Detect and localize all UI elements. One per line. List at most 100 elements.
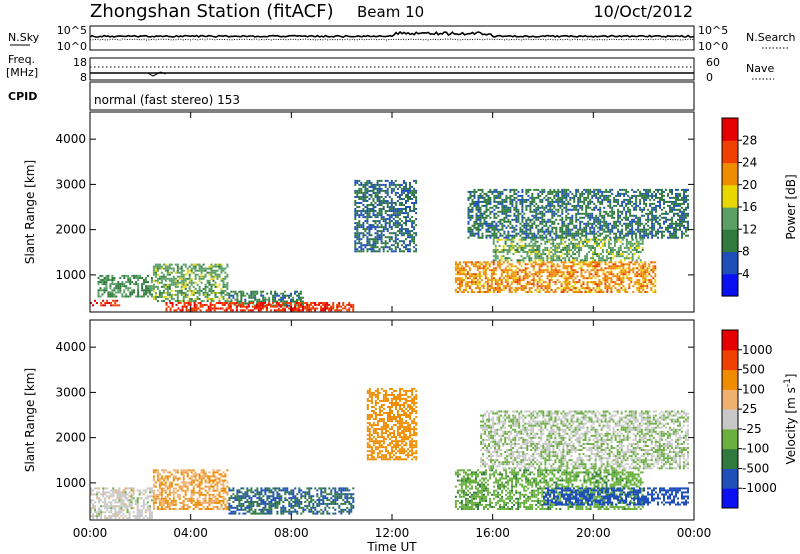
data-cell: [352, 309, 355, 312]
data-cell: [483, 198, 486, 201]
data-cell: [557, 204, 560, 207]
data-cell: [340, 305, 343, 308]
data-cell: [589, 226, 592, 229]
data-cell: [90, 489, 92, 492]
data-cell: [609, 194, 612, 197]
data-cell: [400, 228, 403, 231]
data-cell: [583, 188, 586, 191]
data-cell: [647, 194, 650, 197]
data-cell: [579, 196, 582, 199]
data-cell: [499, 232, 502, 235]
data-cell: [270, 292, 273, 295]
data-cell: [577, 208, 580, 211]
data-cell: [409, 232, 411, 235]
data-cell: [598, 244, 600, 247]
data-cell: [503, 198, 506, 201]
data-cell: [400, 210, 403, 212]
data-cell: [97, 291, 100, 294]
data-cell: [164, 279, 167, 282]
data-cell: [675, 234, 677, 237]
data-cell: [403, 189, 405, 192]
data-cell: [584, 263, 587, 266]
data-cell: [521, 232, 524, 235]
data-cell: [230, 294, 233, 297]
data-cell: [675, 230, 677, 233]
data-cell: [528, 249, 531, 251]
data-cell: [537, 232, 540, 235]
data-cell: [366, 240, 369, 243]
data-cell: [594, 283, 597, 286]
data-cell: [524, 257, 527, 260]
data-cell: [226, 300, 229, 302]
data-cell: [600, 261, 603, 264]
data-cell: [529, 210, 532, 213]
data-cell: [659, 200, 661, 203]
data-cell: [473, 232, 476, 235]
data-cell: [372, 189, 375, 192]
data-cell: [376, 183, 379, 186]
data-cell: [655, 216, 657, 219]
data-cell: [587, 190, 590, 193]
data-cell: [599, 206, 602, 209]
data-cell: [300, 302, 302, 304]
data-cell: [613, 232, 616, 235]
data-cell: [212, 300, 215, 302]
data-cell: [675, 192, 677, 195]
data-cell: [405, 220, 407, 223]
data-cell: [400, 224, 403, 227]
data-cell: [210, 267, 213, 270]
data-cell: [484, 263, 487, 266]
data-cell: [202, 277, 205, 280]
data-cell: [409, 234, 411, 237]
data-cell: [589, 212, 592, 215]
data-cell: [382, 218, 385, 221]
data-cell: [517, 214, 520, 217]
data-cell: [413, 191, 416, 194]
data-cell: [213, 303, 216, 306]
data-cell: [473, 194, 476, 197]
data-cell: [396, 208, 399, 210]
data-cell: [523, 212, 526, 215]
data-cell: [366, 214, 369, 217]
data-cell: [562, 242, 565, 245]
data-cell: [574, 257, 577, 260]
data-cell: [96, 511, 99, 514]
data-cell: [538, 291, 541, 293]
data-cell: [133, 289, 136, 292]
data-cell: [216, 269, 219, 272]
data-cell: [651, 208, 654, 211]
data-cell: [563, 232, 566, 235]
data-cell: [277, 309, 280, 312]
data-cell: [637, 240, 640, 243]
data-cell: [651, 212, 654, 215]
data-cell: [540, 279, 543, 282]
data-cell: [677, 236, 679, 239]
data-cell: [590, 277, 593, 280]
data-cell: [354, 234, 357, 237]
data-cell: [259, 303, 262, 306]
data-cell: [584, 255, 587, 258]
data-cell: [561, 230, 564, 233]
data-cell: [652, 277, 655, 280]
data-cell: [600, 259, 602, 262]
data-cell: [522, 257, 525, 260]
data-cell: [657, 222, 659, 225]
data-cell: [591, 216, 594, 219]
data-cell: [471, 194, 474, 197]
data-cell: [644, 281, 647, 284]
data-cell: [486, 281, 489, 284]
data-cell: [495, 188, 498, 191]
data-cell: [629, 202, 632, 205]
data-cell: [645, 230, 648, 233]
data-cell: [530, 251, 533, 253]
data-cell: [596, 255, 598, 258]
data-cell: [661, 188, 663, 191]
data-cell: [590, 261, 593, 264]
data-cell: [241, 309, 244, 312]
data-cell: [394, 234, 397, 237]
data-cell: [487, 224, 490, 227]
data-cell: [390, 228, 393, 231]
data-cell: [643, 214, 646, 217]
data-cell: [596, 275, 599, 278]
data-cell: [222, 279, 225, 282]
